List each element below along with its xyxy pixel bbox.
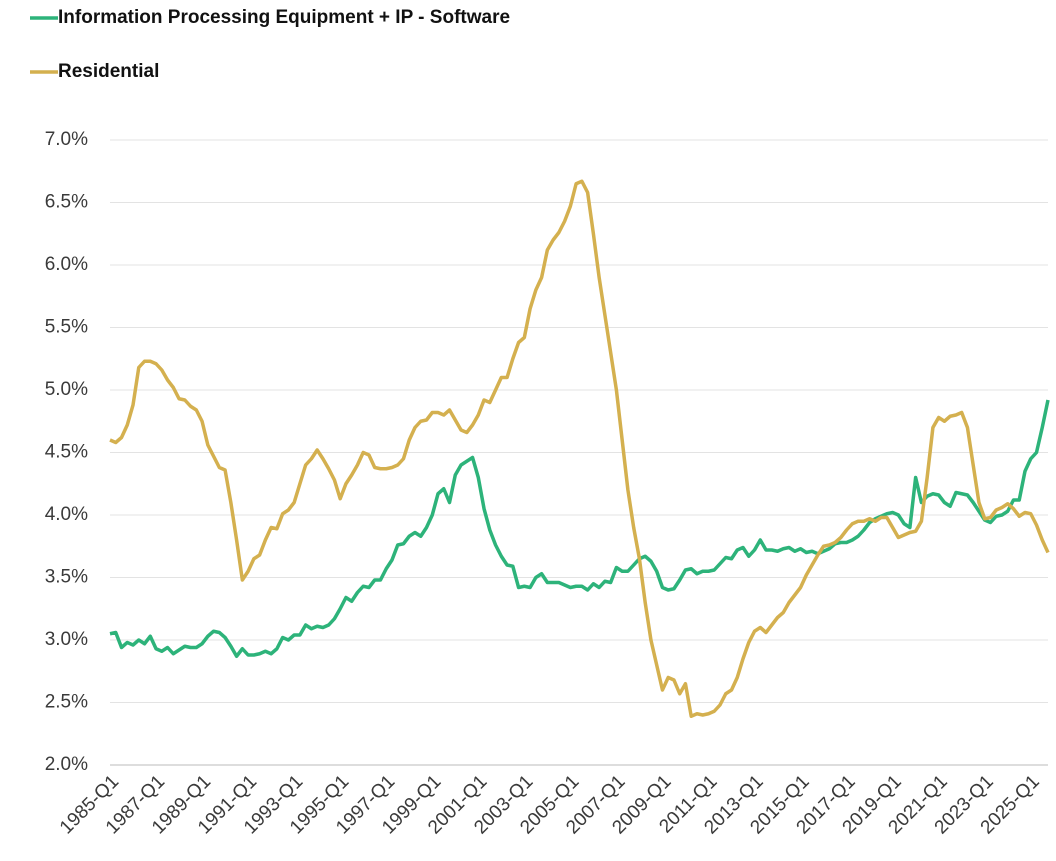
y-tick-label: 5.0% (45, 379, 88, 400)
y-tick-label: 3.0% (45, 629, 88, 650)
y-tick-label: 6.0% (45, 254, 88, 275)
y-tick-label: 3.5% (45, 567, 88, 588)
legend-label: Residential (58, 61, 159, 82)
y-tick-label: 2.5% (45, 692, 88, 713)
y-tick-label: 4.5% (45, 442, 88, 463)
y-tick-label: 7.0% (45, 129, 88, 150)
series-line (109, 179, 1050, 718)
y-tick-label: 4.0% (45, 504, 88, 525)
legend-label: Information Processing Equipment + IP - … (58, 7, 510, 28)
y-tick-label: 2.0% (45, 754, 88, 775)
y-tick-label: 6.5% (45, 192, 88, 213)
series-line (109, 399, 1050, 658)
y-tick-label: 5.5% (45, 317, 88, 338)
